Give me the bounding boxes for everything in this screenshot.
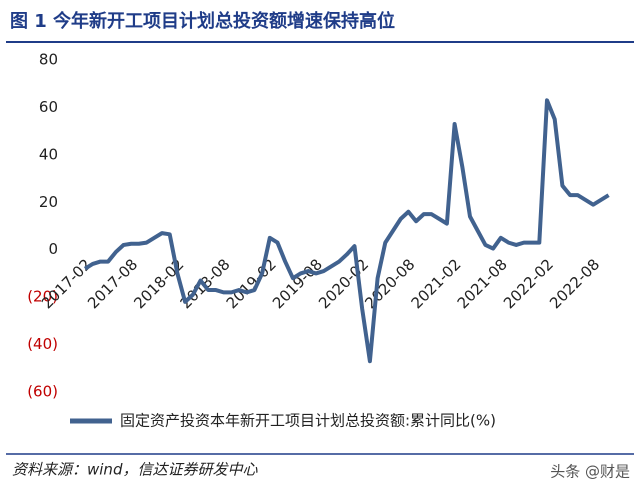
y-tick-label: 0 [48, 240, 58, 258]
series-line [83, 98, 610, 364]
source: 资料来源：wind，信达证券研发中心 [12, 461, 258, 479]
y-tick-label: (40) [27, 335, 58, 353]
x-tick-label: 2020-08 [361, 255, 418, 312]
x-tick-label: 2022-02 [500, 255, 557, 312]
x-tick-label: 2022-08 [546, 255, 603, 312]
y-tick-label: 80 [39, 51, 58, 69]
x-tick-label: 2020-02 [315, 255, 372, 312]
x-tick-label: 2017-02 [38, 255, 95, 312]
y-tick-label: (60) [27, 383, 58, 401]
y-tick-label: 60 [39, 98, 58, 116]
x-tick-label: 2021-02 [408, 255, 465, 312]
chart-title: 图 1 今年新开工项目计划总投资额增速保持高位 [10, 10, 395, 32]
y-tick-label: 20 [39, 193, 58, 211]
x-tick-label: 2019-02 [223, 255, 280, 312]
watermark: 头条 @财是 [550, 463, 630, 481]
x-tick-label: 2021-08 [454, 255, 511, 312]
y-tick-label: 40 [39, 145, 58, 163]
x-tick-label: 2019-08 [269, 255, 326, 312]
y-tick-label: (20) [27, 288, 58, 306]
legend-label: 固定资产投资本年新开工项目计划总投资额:累计同比(%) [120, 412, 496, 430]
